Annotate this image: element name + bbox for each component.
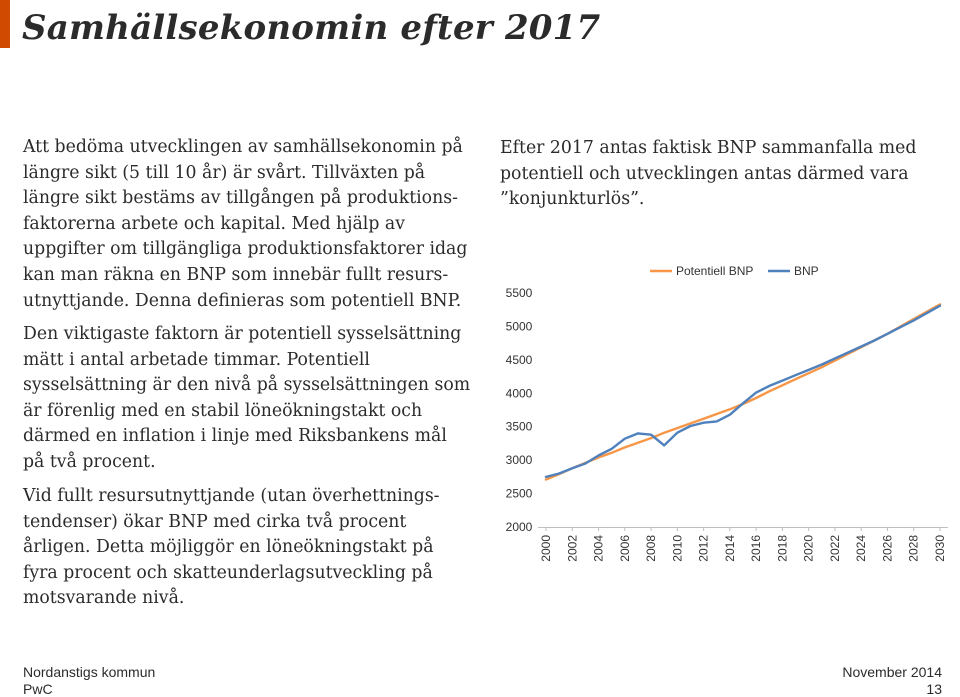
x-tick-label: 2008: [644, 535, 658, 562]
x-tick-label: 2014: [723, 535, 737, 562]
legend-label: Potentiell BNP: [676, 264, 753, 278]
footer-organization: Nordanstigs kommun: [23, 664, 156, 680]
chart-legend: Potentiell BNP BNP: [650, 264, 819, 278]
x-tick-label: 2028: [907, 535, 921, 562]
x-tick-label: 2012: [697, 535, 711, 562]
gdp-line-chart: Potentiell BNP BNP 2000 2500 3000 3500 4000 45…: [506, 264, 948, 562]
y-axis-ticks: 2000 2500 3000 3500 4000 4500 5000 5500: [506, 286, 533, 534]
x-tick-label: 2030: [933, 535, 947, 562]
chart-series: [544, 303, 942, 481]
y-tick-label: 4500: [506, 353, 533, 367]
y-tick-label: 4000: [506, 386, 533, 400]
y-tick-label: 5500: [506, 286, 533, 300]
footer-date: November 2014: [842, 664, 942, 680]
x-tick-label: 2006: [618, 535, 632, 562]
x-tick-label: 2022: [828, 535, 842, 562]
x-tick-label: 2004: [592, 535, 606, 562]
x-tick-label: 2024: [854, 535, 868, 562]
footer-page-number: 13: [926, 681, 942, 697]
x-tick-label: 2010: [670, 535, 684, 562]
slide-title: Samhällsekonomin efter 2017: [22, 8, 601, 48]
paragraph-potential-employment: Den viktigaste faktorn är potentiell sys…: [23, 324, 471, 472]
x-tick-label: 2000: [539, 535, 553, 562]
y-tick-label: 2000: [506, 520, 533, 534]
x-tick-label: 2016: [749, 535, 763, 562]
y-tick-label: 5000: [506, 319, 533, 333]
title-accent-bar: [0, 0, 10, 48]
y-tick-label: 2500: [506, 487, 533, 501]
paragraph-potential-gdp: Att bedöma utvecklingen av samhällsekono…: [23, 137, 468, 311]
y-tick-label: 3000: [506, 453, 533, 467]
x-axis-ticks: 2000 2002 2004 2006 2008 2010 2012 2014 2016 2018…: [539, 527, 947, 562]
y-tick-label: 3500: [506, 420, 533, 434]
paragraph-after-2017: Efter 2017 antas faktisk BNP sammanfalla…: [500, 138, 917, 210]
legend-label: BNP: [794, 264, 819, 278]
x-tick-label: 2002: [565, 535, 579, 562]
footer-brand: PwC: [23, 681, 53, 697]
x-tick-label: 2018: [775, 535, 789, 562]
series-line-bnp: [544, 304, 942, 479]
paragraph-full-utilization: Vid fullt resursutnyttjande (utan överhe…: [23, 486, 440, 609]
x-tick-label: 2026: [880, 535, 894, 562]
x-tick-label: 2020: [802, 535, 816, 562]
